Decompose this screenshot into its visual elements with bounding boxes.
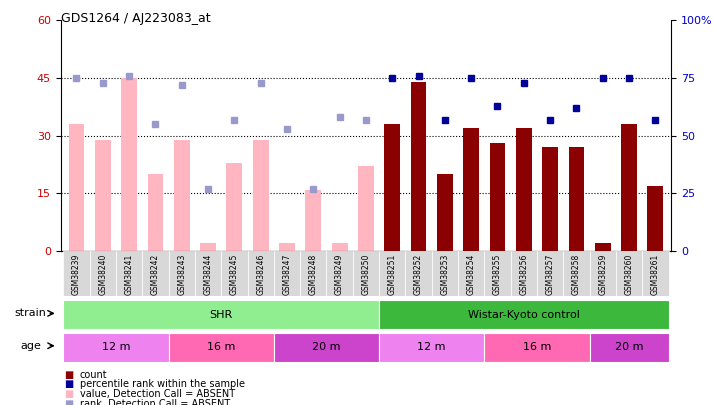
FancyBboxPatch shape [537,251,563,296]
Text: age: age [20,341,41,351]
FancyBboxPatch shape [274,251,300,296]
Text: ■: ■ [64,389,74,399]
FancyBboxPatch shape [64,333,169,362]
Text: Wistar-Kyoto control: Wistar-Kyoto control [468,310,580,320]
FancyBboxPatch shape [379,333,484,362]
FancyBboxPatch shape [616,251,642,296]
FancyBboxPatch shape [379,301,668,330]
FancyBboxPatch shape [90,251,116,296]
Bar [200,243,216,251]
Bar [95,140,111,251]
Text: GSM38254: GSM38254 [467,254,476,295]
Text: GSM38249: GSM38249 [335,254,344,295]
Bar [621,124,637,251]
FancyBboxPatch shape [511,251,537,296]
FancyBboxPatch shape [379,251,406,296]
Text: GSM38245: GSM38245 [230,254,239,295]
Bar [306,190,321,251]
Text: ■: ■ [64,399,74,405]
Bar [411,82,426,251]
Text: GSM38258: GSM38258 [572,254,581,294]
Bar [542,147,558,251]
Bar [174,140,190,251]
Text: GSM38256: GSM38256 [519,254,528,295]
FancyBboxPatch shape [353,251,379,296]
Bar [226,163,242,251]
Bar [568,147,584,251]
Text: GSM38241: GSM38241 [125,254,134,294]
Bar [358,166,374,251]
Text: GSM38257: GSM38257 [545,254,555,295]
FancyBboxPatch shape [221,251,248,296]
FancyBboxPatch shape [248,251,274,296]
Text: GSM38240: GSM38240 [99,254,107,295]
Text: GSM38248: GSM38248 [308,254,318,294]
Text: GSM38239: GSM38239 [72,254,81,295]
Text: ■: ■ [64,379,74,389]
Text: GSM38259: GSM38259 [598,254,607,295]
Text: 20 m: 20 m [615,342,643,352]
Bar [516,128,532,251]
Bar [595,243,610,251]
FancyBboxPatch shape [642,251,668,296]
Text: GSM38247: GSM38247 [283,254,291,295]
Bar [437,174,453,251]
Text: GSM38252: GSM38252 [414,254,423,294]
FancyBboxPatch shape [195,251,221,296]
Bar [490,143,506,251]
Text: rank, Detection Call = ABSENT: rank, Detection Call = ABSENT [80,399,230,405]
Bar [463,128,479,251]
FancyBboxPatch shape [274,333,379,362]
Bar [121,78,137,251]
Text: GSM38244: GSM38244 [203,254,213,295]
Text: GSM38261: GSM38261 [651,254,660,294]
FancyBboxPatch shape [326,251,353,296]
Text: count: count [80,370,108,379]
Text: 12 m: 12 m [418,342,446,352]
Text: GSM38251: GSM38251 [388,254,397,294]
Text: GDS1264 / AJ223083_at: GDS1264 / AJ223083_at [61,12,211,25]
Text: GSM38243: GSM38243 [177,254,186,295]
Bar [648,185,663,251]
FancyBboxPatch shape [300,251,326,296]
Text: GSM38250: GSM38250 [361,254,371,295]
Text: value, Detection Call = ABSENT: value, Detection Call = ABSENT [80,389,235,399]
FancyBboxPatch shape [432,251,458,296]
Text: 16 m: 16 m [207,342,236,352]
Text: strain: strain [14,308,46,318]
Text: 12 m: 12 m [101,342,130,352]
FancyBboxPatch shape [64,251,90,296]
FancyBboxPatch shape [142,251,169,296]
Text: 16 m: 16 m [523,342,551,352]
Text: SHR: SHR [210,310,233,320]
Bar [279,243,295,251]
Bar [332,243,348,251]
FancyBboxPatch shape [590,333,668,362]
FancyBboxPatch shape [116,251,142,296]
Bar [69,124,84,251]
FancyBboxPatch shape [169,333,274,362]
Text: GSM38255: GSM38255 [493,254,502,295]
Bar [384,124,400,251]
Text: 20 m: 20 m [312,342,341,352]
FancyBboxPatch shape [169,251,195,296]
Text: ■: ■ [64,370,74,379]
Text: GSM38253: GSM38253 [441,254,449,295]
FancyBboxPatch shape [458,251,484,296]
Bar [253,140,268,251]
FancyBboxPatch shape [484,333,590,362]
Text: GSM38246: GSM38246 [256,254,265,295]
Bar [148,174,164,251]
Text: GSM38242: GSM38242 [151,254,160,294]
FancyBboxPatch shape [563,251,590,296]
Text: percentile rank within the sample: percentile rank within the sample [80,379,245,389]
FancyBboxPatch shape [484,251,511,296]
Text: GSM38260: GSM38260 [625,254,633,295]
FancyBboxPatch shape [64,301,379,330]
FancyBboxPatch shape [406,251,432,296]
FancyBboxPatch shape [590,251,616,296]
